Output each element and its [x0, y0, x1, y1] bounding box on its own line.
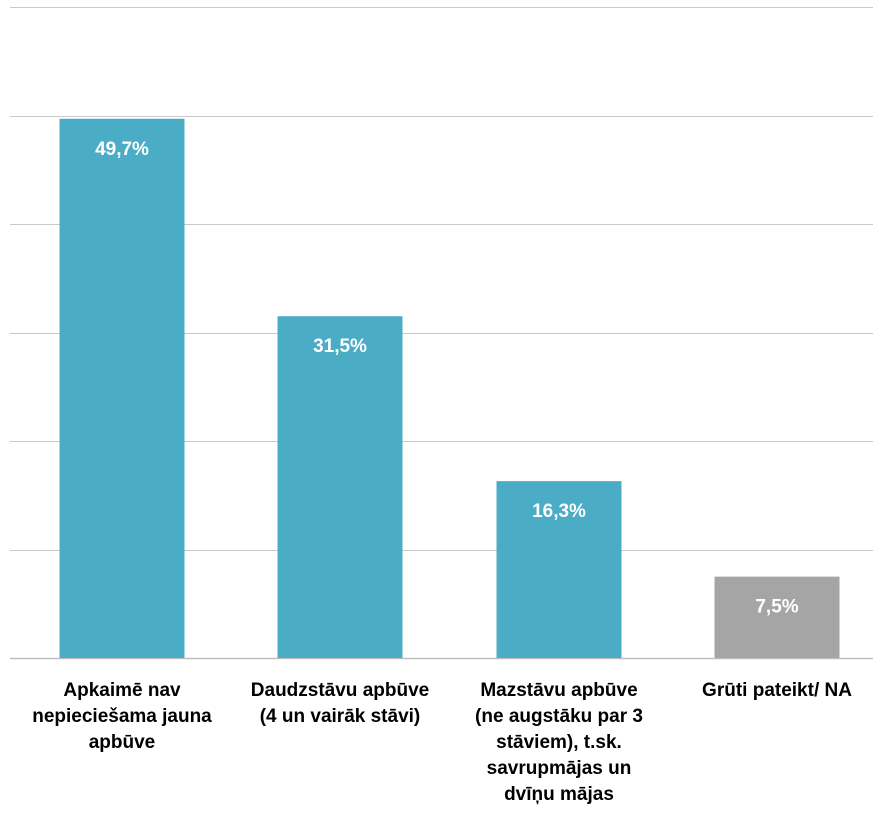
bars — [59, 118, 840, 658]
category-label: Daudzstāvu apbūve (4 un vairāk stāvi) — [250, 680, 430, 727]
bar — [496, 481, 622, 658]
category-label: Apkaimē nav nepieciešama jauna apbūve — [32, 680, 212, 753]
data-label: 49,7% — [95, 139, 149, 160]
bar — [59, 118, 185, 658]
data-label: 16,3% — [532, 501, 586, 522]
data-label: 31,5% — [313, 336, 367, 357]
bar — [277, 316, 403, 658]
category-label: Mazstāvu apbūve (ne augstāku par 3 stāvi… — [475, 680, 643, 805]
bar — [714, 576, 840, 658]
data-label: 7,5% — [755, 597, 798, 618]
data-labels: 49,7% 31,5% 16,3% 7,5% — [95, 139, 799, 618]
category-label: Grūti pateikt/ NA — [702, 680, 852, 701]
